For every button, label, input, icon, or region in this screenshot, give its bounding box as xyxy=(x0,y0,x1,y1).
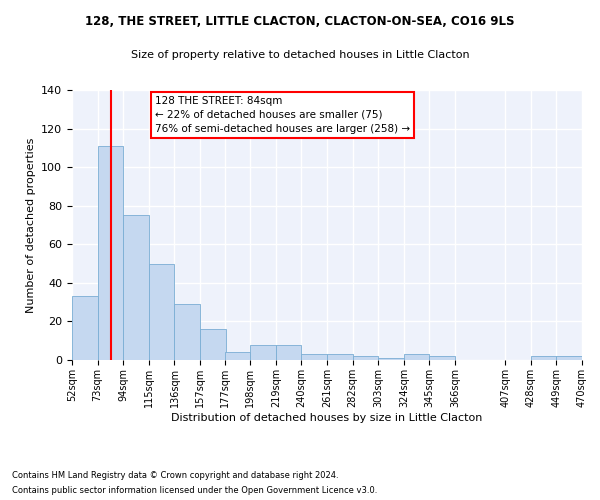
Text: Contains HM Land Registry data © Crown copyright and database right 2024.: Contains HM Land Registry data © Crown c… xyxy=(12,471,338,480)
Bar xyxy=(98,146,123,360)
Bar xyxy=(200,329,226,360)
Bar xyxy=(556,356,582,360)
Bar xyxy=(72,296,98,360)
Text: Contains public sector information licensed under the Open Government Licence v3: Contains public sector information licen… xyxy=(12,486,377,495)
Bar xyxy=(224,352,250,360)
Bar xyxy=(531,356,556,360)
Bar xyxy=(149,264,175,360)
Bar xyxy=(353,356,378,360)
Bar xyxy=(378,358,404,360)
Y-axis label: Number of detached properties: Number of detached properties xyxy=(26,138,35,312)
Text: Size of property relative to detached houses in Little Clacton: Size of property relative to detached ho… xyxy=(131,50,469,60)
Bar xyxy=(250,344,276,360)
Text: 128 THE STREET: 84sqm
← 22% of detached houses are smaller (75)
76% of semi-deta: 128 THE STREET: 84sqm ← 22% of detached … xyxy=(155,96,410,134)
Bar xyxy=(404,354,430,360)
Bar xyxy=(430,356,455,360)
Bar xyxy=(175,304,200,360)
Bar xyxy=(123,216,149,360)
Bar xyxy=(327,354,353,360)
Text: 128, THE STREET, LITTLE CLACTON, CLACTON-ON-SEA, CO16 9LS: 128, THE STREET, LITTLE CLACTON, CLACTON… xyxy=(85,15,515,28)
Bar xyxy=(301,354,327,360)
X-axis label: Distribution of detached houses by size in Little Clacton: Distribution of detached houses by size … xyxy=(172,412,482,422)
Bar xyxy=(276,344,301,360)
